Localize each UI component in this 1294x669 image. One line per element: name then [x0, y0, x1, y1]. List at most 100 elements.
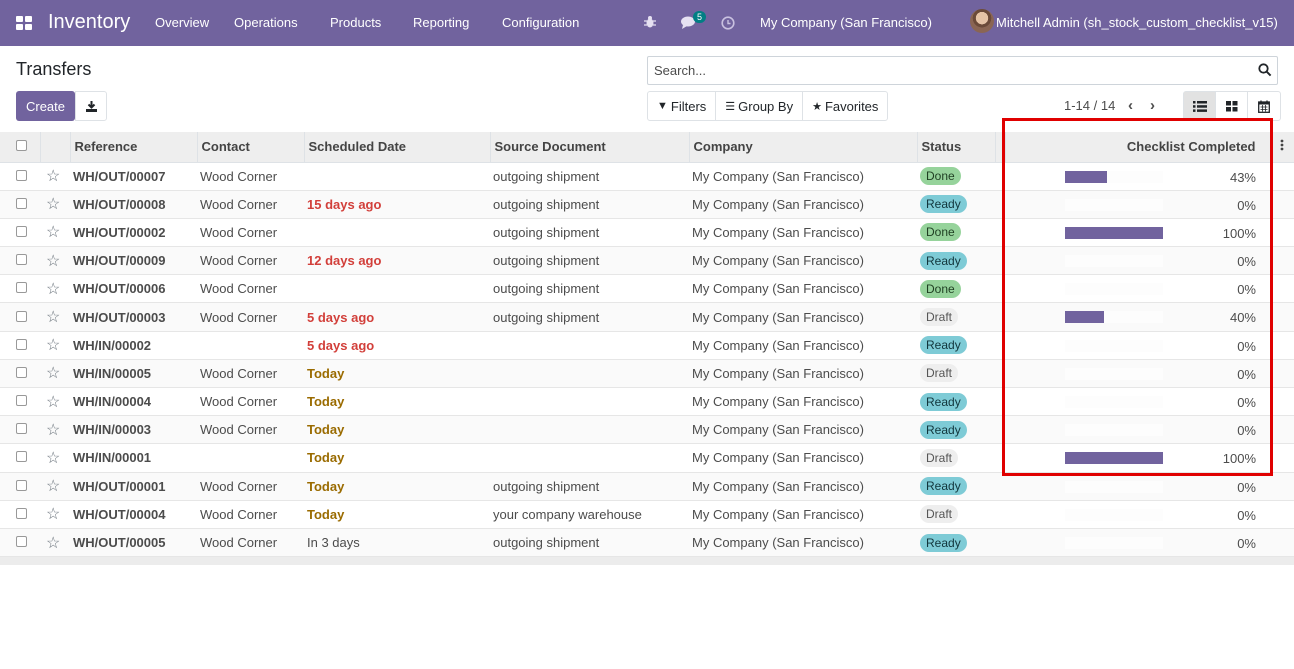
download-button[interactable]	[75, 91, 107, 121]
pager-next-icon[interactable]: ›	[1150, 97, 1155, 114]
table-row[interactable]: ☆ WH/OUT/00005 Wood Corner In 3 days out…	[0, 528, 1294, 558]
row-checkbox[interactable]	[16, 310, 27, 322]
table-row[interactable]: ☆ WH/IN/00003 Wood Corner Today My Compa…	[0, 415, 1294, 445]
row-favorite-cell: ☆	[40, 162, 70, 191]
filter-icon: ▼	[657, 100, 668, 112]
search-icon[interactable]	[1258, 63, 1272, 77]
kanban-view-button[interactable]	[1216, 92, 1248, 120]
calendar-view-button[interactable]	[1248, 92, 1280, 120]
table-row[interactable]: ☆ WH/OUT/00007 Wood Corner outgoing ship…	[0, 162, 1294, 191]
table-row[interactable]: ☆ WH/OUT/00003 Wood Corner 5 days ago ou…	[0, 302, 1294, 332]
row-checkbox[interactable]	[16, 479, 27, 491]
optional-columns-toggle[interactable]	[1270, 132, 1294, 163]
pager-previous-icon[interactable]: ‹	[1128, 97, 1133, 114]
column-header-source-document[interactable]: Source Document	[490, 132, 690, 163]
groupby-button[interactable]: ☰ Group By	[716, 92, 804, 120]
column-header-status[interactable]: Status	[917, 132, 996, 163]
company-switcher[interactable]: My Company (San Francisco)	[760, 15, 932, 30]
checklist-percent: 0%	[1237, 479, 1256, 495]
favorite-star-icon[interactable]: ☆	[46, 478, 61, 496]
row-checkbox[interactable]	[16, 169, 27, 181]
favorite-star-icon[interactable]: ☆	[46, 224, 61, 242]
favorite-star-icon[interactable]: ☆	[46, 421, 61, 439]
bug-icon[interactable]	[644, 15, 656, 29]
favorite-star-icon[interactable]: ☆	[46, 393, 61, 411]
table-row[interactable]: ☆ WH/IN/00004 Wood Corner Today My Compa…	[0, 387, 1294, 417]
favorite-star-icon[interactable]: ☆	[46, 309, 61, 327]
menu-products[interactable]: Products	[330, 15, 382, 30]
favorite-star-icon[interactable]: ☆	[46, 337, 61, 355]
list-view-icon	[1192, 100, 1207, 112]
user-avatar[interactable]	[970, 9, 994, 33]
pager-value[interactable]: 1-14 / 14	[1064, 98, 1116, 113]
row-favorite-cell: ☆	[40, 218, 70, 248]
row-checkbox[interactable]	[16, 225, 27, 237]
table-row[interactable]: ☆ WH/OUT/00001 Wood Corner Today outgoin…	[0, 472, 1294, 501]
table-row[interactable]: ☆ WH/IN/00005 Wood Corner Today My Compa…	[0, 359, 1294, 389]
status-badge: Draft	[920, 364, 959, 383]
user-menu[interactable]: Mitchell Admin (sh_stock_custom_checklis…	[996, 15, 1278, 30]
favorite-star-icon[interactable]: ☆	[46, 196, 61, 214]
clock-icon[interactable]	[721, 16, 735, 30]
row-checkbox[interactable]	[16, 254, 27, 266]
row-checkbox[interactable]	[16, 338, 27, 350]
checklist-percent: 43%	[1229, 169, 1256, 185]
menu-configuration[interactable]: Configuration	[502, 15, 580, 30]
search-input[interactable]	[648, 57, 1248, 84]
row-select-cell	[0, 162, 40, 191]
apps-icon[interactable]	[16, 16, 32, 30]
favorite-star-icon[interactable]: ☆	[46, 168, 61, 186]
search-options: ▼ Filters ☰ Group By ★ Favorites	[647, 91, 889, 121]
row-checkbox[interactable]	[16, 197, 27, 209]
column-header-contact[interactable]: Contact	[197, 132, 305, 163]
row-checkbox[interactable]	[16, 507, 27, 519]
table-row[interactable]: ☆ WH/OUT/00006 Wood Corner outgoing ship…	[0, 274, 1294, 304]
column-header-reference[interactable]: Reference	[70, 132, 198, 163]
spacer-cell	[995, 359, 1005, 389]
company: My Company (San Francisco)	[689, 472, 917, 501]
spacer-cell	[995, 246, 1005, 276]
favorite-star-icon[interactable]: ☆	[46, 449, 61, 467]
list-view-button[interactable]	[1184, 92, 1216, 120]
company: My Company (San Francisco)	[689, 528, 917, 558]
row-checkbox[interactable]	[16, 395, 27, 407]
table-row[interactable]: ☆ WH/OUT/00002 Wood Corner outgoing ship…	[0, 218, 1294, 248]
checklist-progress-bar	[1065, 480, 1163, 493]
calendar-view-icon	[1258, 100, 1270, 113]
select-all-checkbox[interactable]	[16, 140, 27, 152]
row-checkbox[interactable]	[16, 536, 27, 548]
row-checkbox[interactable]	[16, 423, 27, 435]
column-header-checklist-completed[interactable]: Checklist Completed	[1005, 132, 1271, 163]
menu-operations[interactable]: Operations	[234, 15, 298, 30]
source-document	[490, 359, 689, 389]
favorites-button[interactable]: ★ Favorites	[803, 92, 887, 120]
favorite-star-icon[interactable]: ☆	[46, 365, 61, 383]
table-row[interactable]: ☆ WH/IN/00001 Today My Company (San Fran…	[0, 443, 1294, 473]
row-checkbox[interactable]	[16, 282, 27, 294]
row-checkbox[interactable]	[16, 366, 27, 378]
row-favorite-cell: ☆	[40, 500, 70, 529]
status-badge: Ready	[920, 477, 967, 496]
menu-overview[interactable]: Overview	[155, 15, 210, 30]
app-name[interactable]: Inventory	[48, 11, 131, 33]
table-row[interactable]: ☆ WH/OUT/00004 Wood Corner Today your co…	[0, 500, 1294, 529]
checklist-percent: 0%	[1237, 338, 1256, 354]
reference: WH/IN/00005	[73, 365, 152, 381]
favorite-star-icon[interactable]: ☆	[46, 252, 61, 270]
table-row[interactable]: ☆ WH/OUT/00008 Wood Corner 15 days ago o…	[0, 190, 1294, 219]
favorite-star-icon[interactable]: ☆	[46, 280, 61, 298]
table-row[interactable]: ☆ WH/IN/00002 5 days ago My Company (San…	[0, 331, 1294, 360]
table-row[interactable]: ☆ WH/OUT/00009 Wood Corner 12 days ago o…	[0, 246, 1294, 276]
column-header-scheduled-date[interactable]: Scheduled Date	[304, 132, 491, 163]
top-navbar: Inventory Overview Operations Products R…	[0, 0, 1294, 46]
row-checkbox[interactable]	[16, 451, 27, 463]
favorite-star-icon[interactable]: ☆	[46, 534, 61, 552]
checklist-completed-cell: 0%	[1005, 246, 1270, 276]
column-header-company[interactable]: Company	[689, 132, 918, 163]
create-button[interactable]: Create	[16, 91, 75, 121]
filters-button[interactable]: ▼ Filters	[648, 92, 717, 120]
chat-icon[interactable]	[681, 16, 697, 29]
menu-reporting[interactable]: Reporting	[413, 15, 470, 30]
row-select-cell	[0, 528, 40, 558]
favorite-star-icon[interactable]: ☆	[46, 506, 61, 524]
